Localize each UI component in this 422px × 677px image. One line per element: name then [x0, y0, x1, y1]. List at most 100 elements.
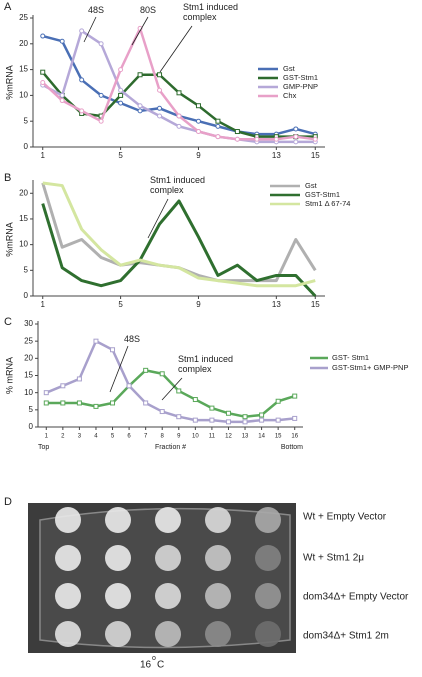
point	[59, 38, 65, 44]
point	[209, 417, 215, 423]
row-label: dom34Δ+ Empty Vector	[303, 592, 409, 603]
annotation: 48S	[88, 5, 105, 15]
point	[93, 338, 99, 344]
point	[292, 393, 298, 399]
x-tick-label: 13	[272, 300, 281, 309]
row-label: Wt + Empty Vector	[303, 512, 387, 523]
yeast-spot	[155, 507, 181, 533]
temperature-unit: C	[157, 660, 164, 671]
annotation-box: 48S	[88, 5, 105, 15]
x-tick-label: 15	[311, 300, 320, 309]
x-tick-label: 8	[161, 434, 165, 440]
point	[159, 409, 165, 415]
panel-label: C	[4, 316, 12, 328]
x-tick-label: 1	[41, 300, 46, 309]
point	[209, 405, 215, 411]
point	[60, 400, 66, 406]
point	[59, 98, 65, 104]
x-axis-label: Fraction #	[155, 444, 186, 451]
point	[143, 400, 149, 406]
x-start-label: Top	[38, 444, 49, 451]
annotation-arrow	[131, 16, 149, 46]
point	[43, 400, 49, 406]
y-tick-label: 0	[24, 291, 29, 300]
annotation-box: Stm1 induced complex	[178, 354, 234, 374]
annotation-box: 48S	[124, 334, 141, 344]
point	[126, 383, 132, 389]
series-line	[45, 339, 295, 424]
point	[176, 90, 182, 96]
legend-label: GST-Stm1+ GMP-PNP	[332, 363, 408, 372]
annotation: 48S	[124, 334, 141, 344]
x-tick-label: 1	[45, 434, 49, 440]
annotation-box: Stm1 induced complex	[183, 2, 238, 22]
point	[157, 113, 163, 119]
point	[118, 100, 124, 106]
point	[234, 129, 240, 135]
point	[157, 72, 163, 78]
x-tick-label: 5	[111, 434, 115, 440]
point	[312, 136, 318, 142]
annotation: Stm1 induced complex	[150, 175, 206, 195]
point	[98, 118, 104, 124]
yeast-spot	[155, 621, 181, 647]
y-axis-label: % mRNA	[4, 357, 14, 394]
yeast-spot	[55, 583, 81, 609]
yeast-spot	[205, 545, 231, 571]
x-tick-label: 15	[311, 151, 320, 160]
y-tick-label: 15	[24, 371, 33, 380]
point	[176, 123, 182, 129]
yeast-spot	[55, 545, 81, 571]
annotation-box: Stm1 induced complex	[150, 175, 206, 195]
point	[234, 136, 240, 142]
point	[76, 400, 82, 406]
x-tick-label: 12	[225, 434, 232, 440]
x-tick-label: 14	[258, 434, 265, 440]
yeast-spot	[205, 507, 231, 533]
point	[118, 87, 124, 93]
point	[292, 415, 298, 421]
legend-label: Chx	[283, 91, 297, 100]
point	[157, 105, 163, 111]
point	[176, 113, 182, 119]
yeast-spot	[155, 545, 181, 571]
y-tick-label: 25	[24, 336, 33, 345]
point	[79, 77, 85, 83]
x-end-label: Bottom	[281, 444, 303, 451]
annotation-arrow	[109, 345, 129, 393]
point	[159, 371, 165, 377]
point	[98, 41, 104, 47]
x-tick-label: 9	[196, 151, 201, 160]
row-label: dom34Δ+ Stm1 2m	[303, 631, 389, 642]
point	[60, 383, 66, 389]
point	[275, 417, 281, 423]
y-tick-label: 0	[24, 142, 29, 151]
x-tick-label: 13	[272, 151, 281, 160]
annotation: Stm1 induced complex	[178, 354, 234, 374]
point	[192, 397, 198, 403]
point	[137, 103, 143, 109]
y-tick-label: 20	[19, 188, 28, 197]
annotation-arrow	[161, 377, 183, 401]
point	[137, 72, 143, 78]
series-line	[41, 199, 317, 298]
point	[110, 400, 116, 406]
y-axis-label: %mRNA	[4, 222, 14, 257]
x-tick-label: 1	[41, 151, 46, 160]
x-tick-label: 3	[78, 434, 82, 440]
point	[259, 412, 265, 418]
yeast-spot	[255, 583, 281, 609]
annotation: 80S	[140, 5, 157, 15]
annotation-arrow	[147, 198, 169, 239]
point	[40, 69, 46, 75]
point	[259, 417, 265, 423]
point	[79, 28, 85, 34]
point	[215, 134, 221, 140]
legend-label: GST- Stm1	[332, 353, 369, 362]
x-tick-label: 5	[118, 300, 123, 309]
y-tick-label: 10	[19, 240, 28, 249]
x-tick-label: 9	[196, 300, 201, 309]
point	[192, 417, 198, 423]
